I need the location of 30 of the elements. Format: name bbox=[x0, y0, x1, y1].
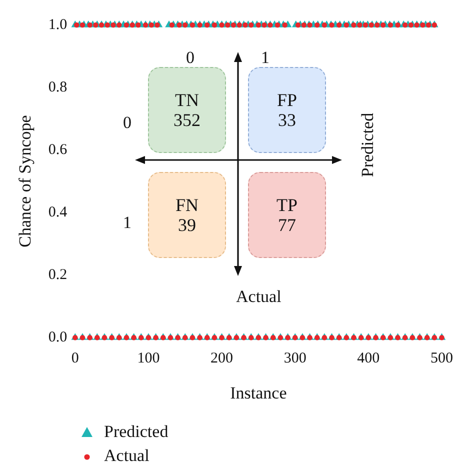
y-tick-label: 0.6 bbox=[48, 142, 68, 158]
annotation: Predicted bbox=[358, 112, 377, 178]
x-tick-label: 300 bbox=[284, 350, 306, 367]
rounded-box: TN 352 bbox=[148, 67, 226, 153]
y-tick-label: 0.2 bbox=[48, 267, 68, 284]
annotation: TN 352 bbox=[174, 90, 200, 130]
x-tick-label: 200 bbox=[210, 350, 234, 367]
rounded-box: TP 77 bbox=[248, 172, 326, 258]
legend-label: Actual bbox=[104, 446, 150, 466]
y-axis-title: Chance of Syncope bbox=[16, 115, 35, 248]
annotation: FP 33 bbox=[276, 90, 298, 130]
annotation: TP 77 bbox=[276, 195, 298, 235]
y-tick-label: 1.0 bbox=[48, 16, 68, 33]
rounded-box: FP 33 bbox=[248, 67, 326, 153]
y-tick-label: 0.4 bbox=[48, 204, 68, 220]
rounded-box: FN 39 bbox=[148, 172, 226, 258]
annotation: 0 bbox=[186, 48, 194, 67]
annotation: 1 bbox=[261, 48, 270, 67]
x-tick-label: 500 bbox=[430, 350, 453, 367]
x-tick-label: 0 bbox=[71, 350, 79, 367]
annotation: FN 39 bbox=[175, 195, 198, 235]
x-tick-label: 100 bbox=[137, 350, 160, 367]
annotation: 0 bbox=[123, 113, 132, 132]
x-axis-title: Instance bbox=[230, 383, 287, 402]
annotation: Actual bbox=[236, 287, 282, 306]
y-tick-label: 0.0 bbox=[48, 330, 68, 346]
annotation: 1 bbox=[123, 213, 132, 232]
x-tick-label: 400 bbox=[357, 350, 380, 367]
y-tick-label: 0.8 bbox=[48, 79, 68, 96]
legend-label: Predicted bbox=[104, 422, 168, 442]
